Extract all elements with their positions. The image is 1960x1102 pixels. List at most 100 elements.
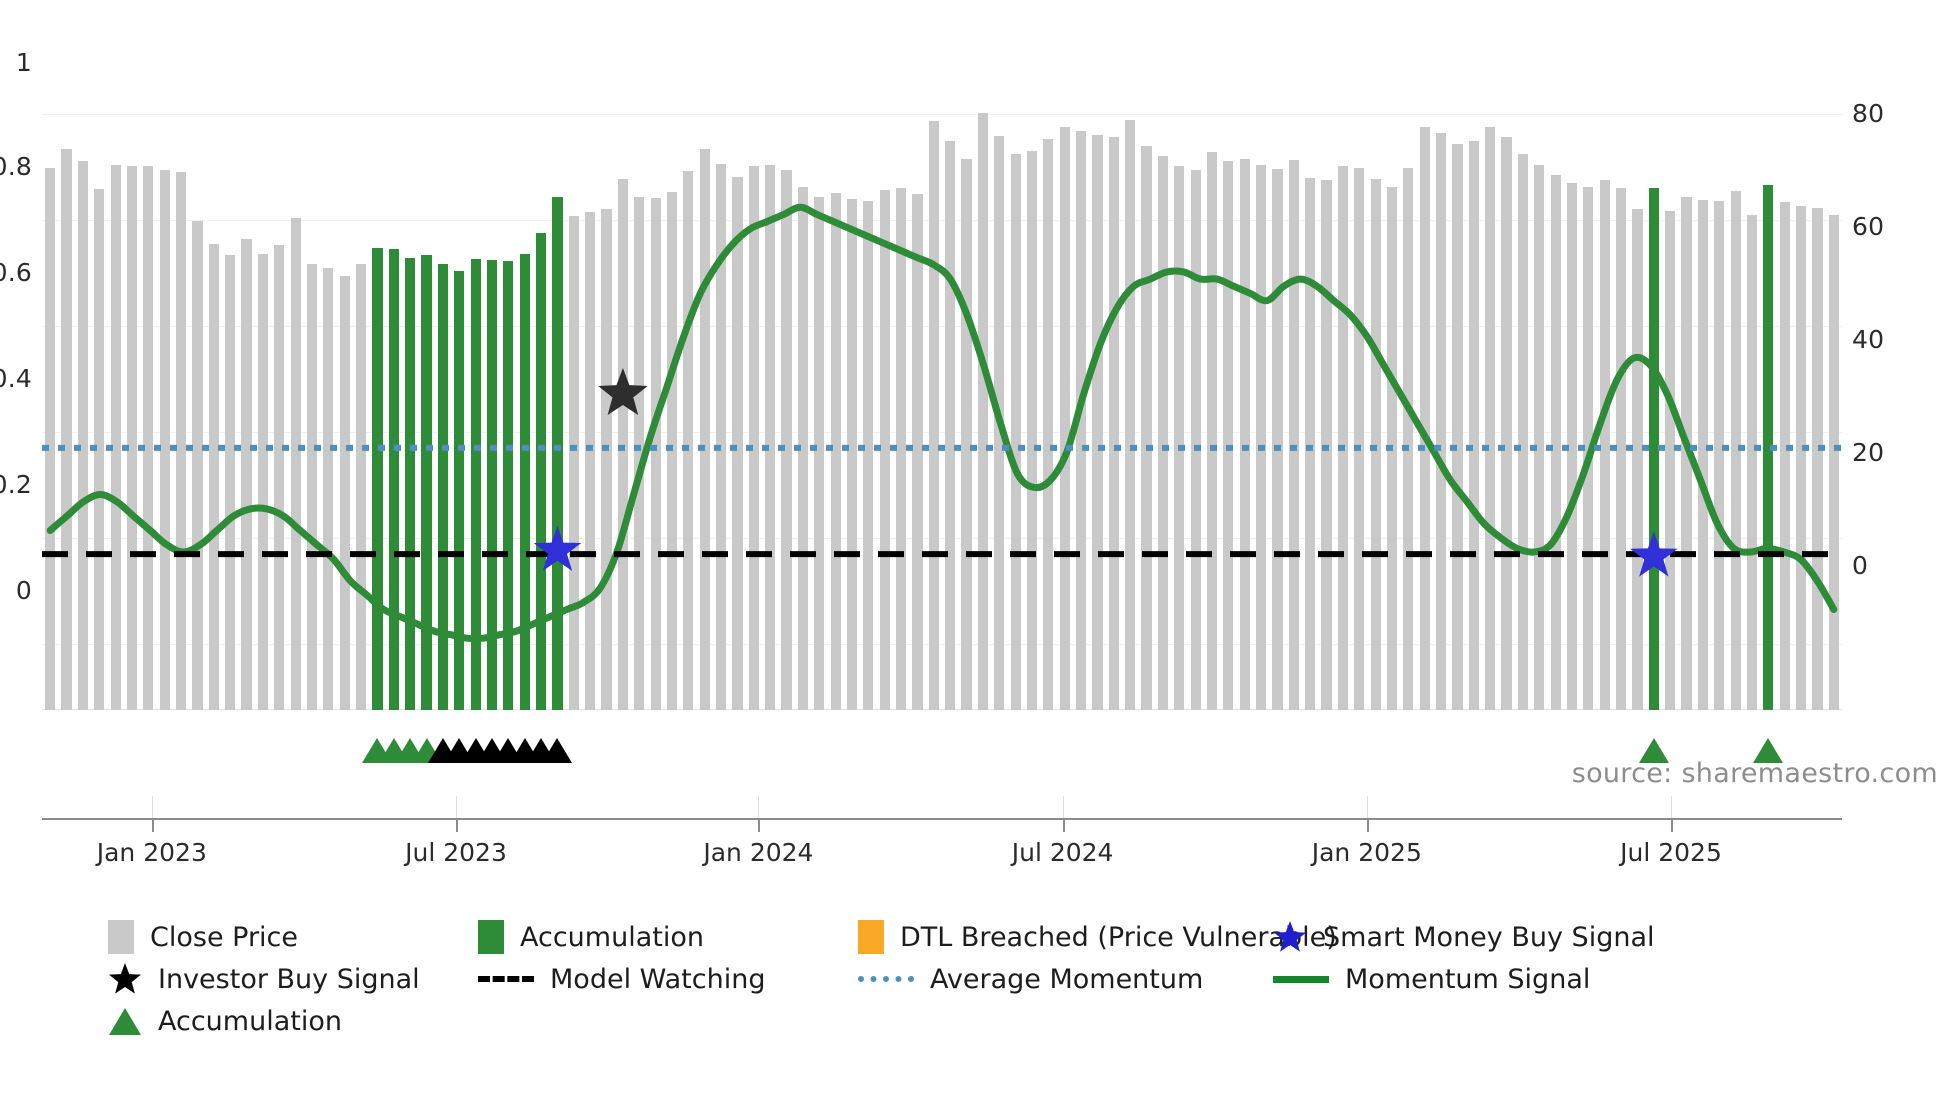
close-price-bar: [1141, 146, 1152, 710]
close-price-bar: [339, 276, 350, 710]
close-price-bar: [1468, 141, 1479, 710]
close-price-bar: [110, 165, 121, 710]
close-price-bar: [814, 197, 825, 710]
close-price-bar: [634, 196, 645, 710]
close-price-bar: [1550, 175, 1561, 710]
close-price-bar: [1746, 214, 1758, 710]
legend-item-investor-buy[interactable]: Investor Buy Signal: [108, 962, 478, 996]
legend-label: Close Price: [150, 921, 298, 953]
green-solid-line-icon: [1273, 962, 1329, 996]
legend-row-2: Investor Buy Signal Model Watching Avera…: [108, 962, 1938, 996]
close-price-bar: [1779, 201, 1790, 710]
close-price-bar: [830, 193, 841, 710]
close-price-bar: [1010, 154, 1021, 710]
x-axis-label: Jan 2023: [96, 838, 207, 867]
legend-label: Accumulation: [520, 921, 704, 953]
x-axis-gridtick: [1671, 796, 1672, 818]
close-price-bar: [846, 199, 858, 710]
legend-item-dtl-breached[interactable]: DTL Breached (Price Vulnerable): [858, 920, 1337, 954]
accumulation-bar: [372, 248, 383, 710]
close-price-bar: [143, 165, 154, 710]
accumulation-bar: [503, 260, 514, 710]
x-axis-label: Jan 2025: [1311, 838, 1422, 867]
y-axis-left-label-06: 0.6: [0, 258, 32, 287]
legend-row-1: Close Price Accumulation DTL Breached (P…: [108, 920, 1938, 954]
close-price-bar: [323, 267, 334, 710]
legend-item-momentum-signal[interactable]: Momentum Signal: [1273, 962, 1590, 996]
smart-money-buy-signal-star-icon: [1630, 531, 1678, 577]
series-lines: [42, 203, 1842, 643]
close-price-bar: [1076, 131, 1087, 710]
close-price-bar: [1354, 168, 1365, 710]
close-price-bar: [126, 166, 138, 710]
close-price-bar: [1796, 206, 1807, 710]
x-axis-tick: [1671, 818, 1673, 832]
momentum-signal-line: [46, 203, 1838, 643]
accumulation-bar: [486, 260, 498, 710]
close-price-bar: [650, 198, 661, 710]
legend-item-average-momentum[interactable]: Average Momentum: [858, 962, 1273, 996]
close-price-bar: [585, 211, 596, 710]
x-axis-gridtick: [1062, 796, 1064, 818]
accumulation-bar: [552, 197, 563, 710]
close-price-bar: [699, 148, 710, 710]
legend-item-smart-money-buy[interactable]: Smart Money Buy Signal: [1273, 920, 1655, 954]
y-axis-left-label-04: 0.4: [0, 364, 32, 393]
legend-item-model-watching[interactable]: Model Watching: [478, 962, 858, 996]
close-price-bar: [45, 168, 56, 710]
x-axis-label: Jul 2025: [1620, 838, 1722, 867]
close-price-bar: [290, 218, 301, 710]
gridline: [42, 220, 1842, 221]
gridline: [42, 644, 1842, 645]
gridline: [42, 326, 1842, 327]
close-price-bar: [159, 169, 170, 710]
x-axis-tick: [151, 818, 154, 832]
accumulation-triangle-icon: [1638, 738, 1669, 763]
close-price-bar: [1616, 187, 1627, 710]
close-price-bar: [1714, 201, 1725, 710]
legend-item-accumulation-triangle[interactable]: Accumulation: [108, 1004, 478, 1038]
legend-item-accumulation-bar[interactable]: Accumulation: [478, 920, 858, 954]
legend-item-close-price[interactable]: Close Price: [108, 920, 478, 954]
close-price-bar: [1108, 137, 1119, 710]
y-axis-left-label-02: 0.2: [0, 470, 32, 499]
gridline: [42, 538, 1842, 539]
close-price-bar: [977, 112, 988, 710]
close-price-bar: [1436, 132, 1447, 710]
plot-area: [42, 78, 1842, 710]
close-price-bar: [1174, 165, 1185, 710]
close-price-bar: [879, 189, 890, 710]
close-price-bar: [912, 194, 923, 710]
close-price-bar: [1566, 182, 1578, 710]
close-price-bar: [945, 141, 956, 710]
close-price-bar: [666, 192, 678, 710]
orange-square-swatch-icon: [858, 920, 884, 954]
x-axis-label: Jul 2024: [1011, 838, 1114, 867]
close-price-bar: [797, 186, 808, 710]
x-axis-tick: [456, 818, 458, 832]
y-axis-right-label-0: 0: [1852, 551, 1869, 580]
x-axis-gridtick: [456, 796, 457, 818]
accumulation-bar: [421, 254, 432, 710]
accumulation-bar: [470, 258, 481, 710]
close-price-bar: [1223, 160, 1234, 710]
close-price-bar: [208, 244, 219, 710]
close-price-bar: [1239, 158, 1250, 710]
y-axis-right-label-40: 40: [1852, 325, 1885, 354]
close-price-bar: [1403, 167, 1414, 710]
accumulation-bar: [388, 249, 399, 710]
investor-buy-signal-star-icon: [598, 368, 648, 416]
x-axis-label: Jan 2024: [703, 838, 814, 867]
close-price-bar: [61, 148, 72, 710]
smart-money-buy-signal-star-icon: [533, 525, 582, 571]
x-axis-gridtick: [151, 796, 153, 818]
legend-label: Momentum Signal: [1345, 963, 1591, 995]
close-price-bar: [1730, 190, 1741, 710]
accumulation-bar: [437, 263, 448, 710]
accumulation-triangle-icon: [1753, 738, 1784, 763]
close-price-bar: [1665, 210, 1676, 710]
close-price-bar: [1026, 151, 1038, 710]
close-price-bar: [683, 170, 694, 710]
gridline: [42, 432, 1842, 433]
close-price-bar: [1697, 199, 1708, 710]
